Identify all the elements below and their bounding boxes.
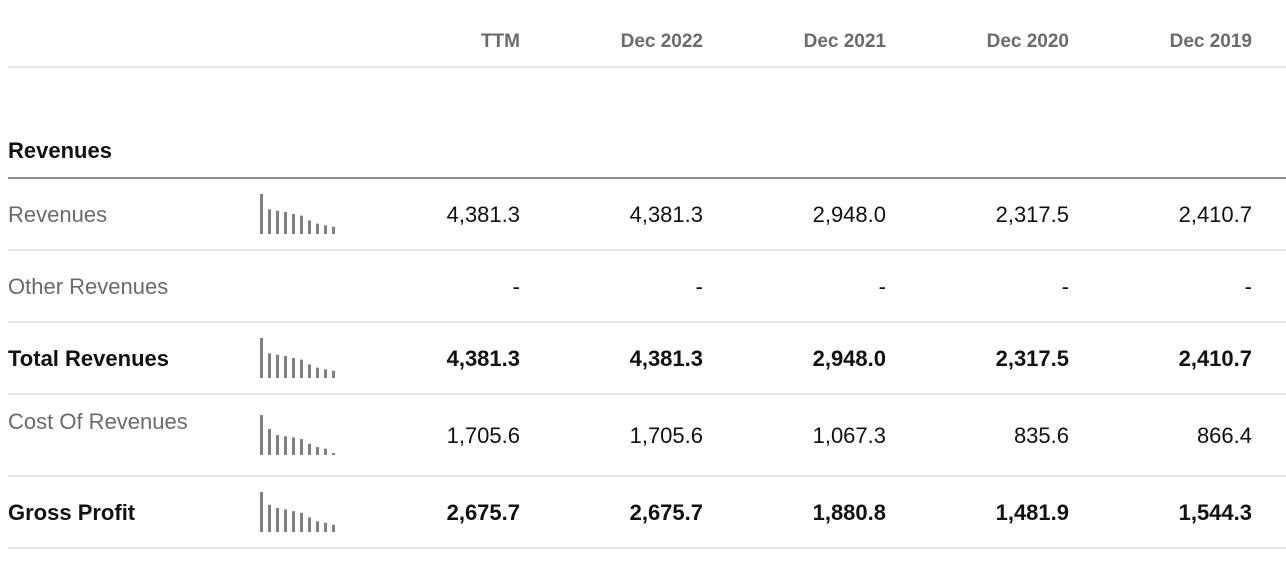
value-cell: 4,381.3 [446,346,520,371]
value-cell: - [1061,274,1069,299]
value-cell: - [1244,274,1252,299]
sparkline-bar [276,435,279,455]
value-cell: 4,381.3 [446,202,520,227]
sparkline-bar [260,338,263,378]
table-row: Total Revenues 4,381.3 4,381.3 2,948.0 2… [8,323,1286,395]
value-cell: 1,705.6 [446,423,520,448]
value-cell: - [695,274,703,299]
sparkline-bar [316,367,319,378]
sparkline-bar [260,492,263,532]
sparkline-chart[interactable] [258,193,338,235]
sparkline-bar [324,369,327,378]
column-header-ttm: TTM [480,31,520,52]
sparkline-bar [332,524,335,532]
sparkline-bar [332,453,335,455]
row-label: Cost Of Revenues [8,409,188,434]
value-cell: - [512,274,520,299]
sparkline-bar [276,210,279,234]
sparkline-bar [324,448,327,455]
sparkline-bar [292,511,295,532]
sparkline-bar [292,358,295,378]
sparkline-bar [284,436,287,455]
value-cell: 4,381.3 [629,346,703,371]
sparkline-bar [316,521,319,532]
sparkline-bar [268,504,271,532]
sparkline-bar [300,512,303,532]
sparkline-bar [260,415,263,455]
sparkline-bar [268,353,271,378]
value-cell: 2,948.0 [812,202,886,227]
sparkline-bar [284,212,287,234]
value-cell: 2,410.7 [1178,202,1252,227]
sparkline-bar [292,437,295,455]
column-header-dec-2019: Dec 2019 [1169,31,1252,52]
section-divider [8,177,1286,179]
sparkline-bar [308,220,311,234]
sparkline-svg [260,415,335,455]
sparkline-bar [276,508,279,532]
value-cell: 2,948.0 [812,346,886,371]
row-label: Revenues [8,202,108,227]
sparkline-bar [308,364,311,378]
value-cell: 2,317.5 [995,346,1069,371]
sparkline-bar [284,356,287,378]
sparkline-bar [300,439,303,455]
value-cell: 2,675.7 [446,500,520,525]
value-cell: 4,381.3 [629,202,703,227]
sparkline-chart[interactable] [258,414,338,456]
row-label: Other Revenues [8,274,169,299]
sparkline-svg [260,338,335,378]
sparkline-bar [308,443,311,455]
column-header-dec-2022: Dec 2022 [620,31,703,52]
row-label: Total Revenues [8,346,169,371]
value-cell: 2,317.5 [995,202,1069,227]
value-cell: 1,705.6 [629,423,703,448]
sparkline-bar [316,223,319,234]
row-label: Gross Profit [8,500,136,525]
value-cell: 2,675.7 [629,500,703,525]
sparkline-chart[interactable] [258,337,338,379]
sparkline-bar [332,226,335,234]
value-cell: 2,410.7 [1178,346,1252,371]
table-row: Cost Of Revenues 1,705.6 1,705.6 1,067.3… [8,395,1286,477]
value-cell: 866.4 [1196,423,1252,448]
sparkline-svg [260,492,335,532]
value-cell: 835.6 [1013,423,1069,448]
table-row: Revenues 4,381.3 4,381.3 2,948.0 2,317.5… [8,179,1286,251]
sparkline-bar [284,509,287,532]
table-header: TTM Dec 2022 Dec 2021 Dec 2020 Dec 2019 [8,0,1286,68]
sparkline-bar [332,370,335,378]
sparkline-bar [260,194,263,234]
sparkline-bar [276,354,279,378]
table-row: Gross Profit 2,675.7 2,675.7 1,880.8 1,4… [8,477,1286,549]
sparkline-svg [260,194,335,234]
value-cell: 1,481.9 [995,500,1069,525]
sparkline-chart[interactable] [258,491,338,533]
value-cell: - [878,274,886,299]
sparkline-bar [308,517,311,532]
section-title-revenues: Revenues [8,138,112,163]
table-row: Other Revenues - - - - - [8,251,1286,323]
sparkline-bar [300,215,303,234]
sparkline-bar [268,209,271,234]
value-cell: 1,880.8 [812,500,886,525]
column-header-dec-2020: Dec 2020 [986,31,1069,52]
sparkline-bar [316,447,319,455]
column-header-dec-2021: Dec 2021 [803,31,886,52]
sparkline-bar [300,359,303,378]
value-cell: 1,067.3 [812,423,886,448]
sparkline-bar [324,522,327,532]
sparkline-bar [268,429,271,455]
sparkline-bar [324,225,327,234]
sparkline-bar [292,214,295,234]
value-cell: 1,544.3 [1178,500,1252,525]
